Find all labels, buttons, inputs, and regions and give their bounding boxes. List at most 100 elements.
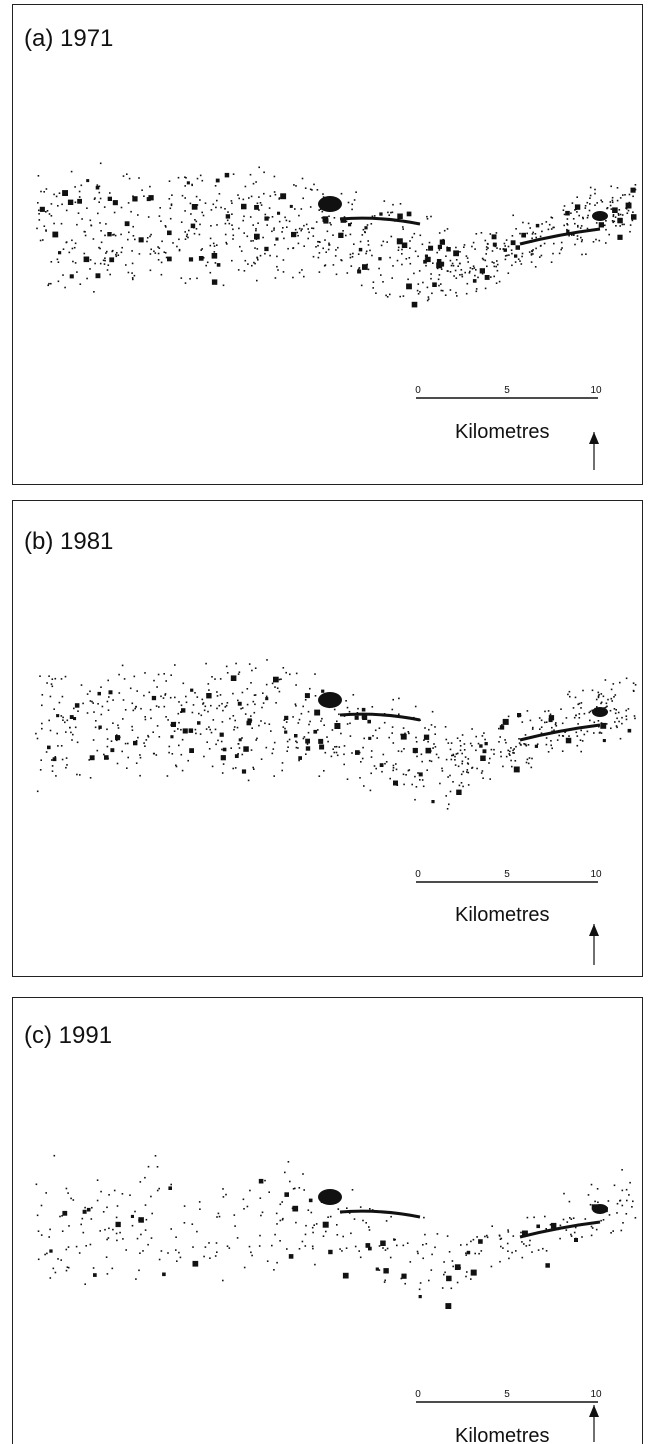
- settlement-dot: [221, 749, 223, 751]
- settlement-dot: [339, 1248, 341, 1250]
- settlement-dot: [392, 770, 394, 772]
- settlement-dot: [174, 730, 176, 732]
- settlement-dot: [390, 1257, 392, 1259]
- settlement-dot: [559, 1238, 561, 1240]
- settlement-dot: [317, 245, 319, 247]
- settlement-dot: [448, 742, 450, 744]
- settlement-dot: [282, 1218, 284, 1220]
- settlement-dot: [564, 205, 566, 207]
- settlement-dot: [351, 752, 353, 754]
- settlement-dot: [259, 1179, 264, 1184]
- settlement-dot: [134, 708, 136, 710]
- settlement-dot: [94, 263, 96, 265]
- settlement-dot: [334, 217, 336, 219]
- settlement-dot: [47, 285, 49, 287]
- settlement-dot: [626, 1213, 628, 1215]
- settlement-dot: [96, 273, 101, 278]
- settlement-dot: [303, 276, 305, 278]
- settlement-dot: [104, 755, 109, 760]
- settlement-dot: [351, 209, 353, 211]
- settlement-dot: [319, 745, 324, 750]
- settlement-dot: [401, 1274, 406, 1279]
- settlement-dot: [268, 1191, 270, 1193]
- settlement-dot: [206, 693, 211, 698]
- settlement-dot: [337, 1234, 339, 1236]
- settlement-dot: [118, 727, 120, 729]
- settlement-dot: [616, 718, 618, 720]
- settlement-dot: [195, 729, 197, 731]
- settlement-dot: [106, 1256, 108, 1258]
- settlement-dot: [384, 1281, 386, 1283]
- settlement-dot: [529, 251, 531, 253]
- settlement-dot: [234, 720, 236, 722]
- settlement-dot: [369, 1229, 371, 1231]
- settlement-dot: [74, 186, 76, 188]
- settlement-dot: [336, 1224, 338, 1226]
- settlement-dot: [614, 721, 616, 723]
- settlement-dot: [528, 744, 530, 746]
- settlement-dot: [295, 684, 297, 686]
- settlement-dot: [81, 185, 83, 187]
- settlement-dot: [241, 250, 243, 252]
- settlement-dot: [430, 278, 432, 280]
- settlement-dot: [362, 268, 364, 270]
- settlement-dot: [310, 189, 312, 191]
- settlement-dot: [89, 691, 91, 693]
- settlement-dot: [99, 186, 101, 188]
- settlement-dot: [461, 274, 463, 276]
- settlement-dot: [242, 692, 244, 694]
- settlement-dot: [276, 1262, 278, 1264]
- settlement-dot: [163, 697, 165, 699]
- settlement-dot: [165, 716, 167, 718]
- settlement-dot: [577, 735, 579, 737]
- settlement-dot: [580, 227, 582, 229]
- settlement-dot: [417, 772, 419, 774]
- settlement-dot: [453, 275, 455, 277]
- settlement-dot: [615, 713, 617, 715]
- settlement-dot: [269, 723, 271, 725]
- settlement-dot: [362, 747, 364, 749]
- settlement-dot: [151, 1213, 153, 1215]
- settlement-dot: [397, 260, 399, 262]
- settlement-dot: [286, 220, 288, 222]
- settlement-dot: [599, 732, 601, 734]
- settlement-dot: [489, 778, 491, 780]
- settlement-dot: [456, 295, 458, 297]
- settlement-dot: [202, 180, 204, 182]
- settlement-dot: [71, 240, 73, 242]
- settlement-dot: [184, 197, 186, 199]
- settlement-dot: [314, 710, 320, 716]
- settlement-dot: [90, 259, 92, 261]
- settlement-dot: [117, 1205, 119, 1207]
- scale-tick-label: 10: [590, 1389, 602, 1400]
- settlement-dot: [305, 699, 307, 701]
- settlement-dot: [184, 210, 186, 212]
- settlement-dot: [365, 1222, 367, 1224]
- settlement-dot: [420, 235, 422, 237]
- settlement-dot: [348, 223, 351, 226]
- settlement-dot: [230, 747, 232, 749]
- settlement-dot: [485, 742, 488, 745]
- settlement-dot: [260, 202, 262, 204]
- settlement-dot: [192, 204, 198, 210]
- settlement-dot: [261, 758, 263, 760]
- settlement-dot: [410, 1261, 412, 1263]
- settlement-dot: [176, 1260, 178, 1262]
- settlement-dot: [372, 287, 374, 289]
- settlement-dot: [413, 748, 418, 753]
- settlement-dot: [516, 245, 521, 250]
- settlement-dot: [41, 723, 43, 725]
- settlement-dot: [37, 791, 39, 793]
- settlement-dot: [324, 265, 326, 267]
- settlement-dot: [456, 790, 461, 795]
- settlement-dot: [423, 786, 425, 788]
- settlement-dot: [336, 746, 338, 748]
- settlement-dot: [229, 1247, 231, 1249]
- settlement-dot: [522, 721, 524, 723]
- settlement-dot: [220, 733, 224, 737]
- settlement-dot: [297, 747, 299, 749]
- settlement-dot: [178, 713, 180, 715]
- settlement-dot: [629, 1182, 631, 1184]
- settlement-dot: [614, 1185, 616, 1187]
- settlement-dot: [629, 202, 631, 204]
